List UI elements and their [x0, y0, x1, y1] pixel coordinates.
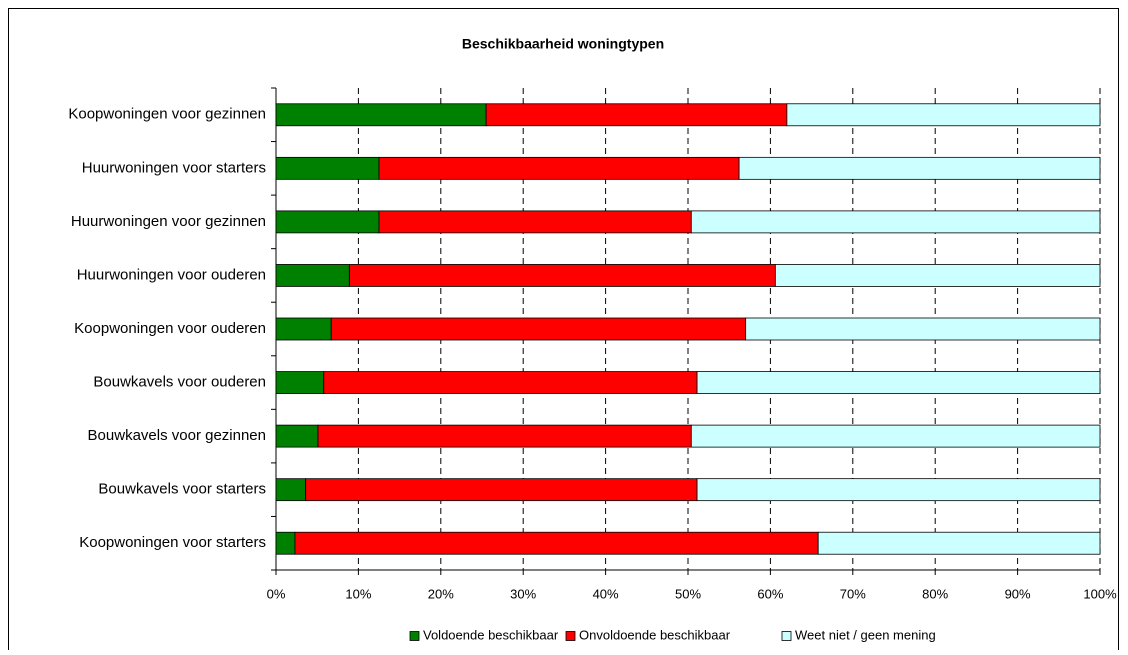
bar-segment: [690, 210, 1101, 234]
x-tick-label: 0%: [267, 586, 286, 601]
bar-segment: [745, 317, 1101, 341]
y-tick-label: Bouwkavels voor gezinnen: [88, 427, 266, 444]
bar-segment: [378, 156, 740, 180]
x-tick-label: 40%: [593, 586, 619, 601]
bar-segment: [275, 371, 325, 394]
x-tick-label: 80%: [922, 586, 948, 601]
y-tick-label: Huurwoningen voor ouderen: [77, 266, 266, 283]
bar-segment: [305, 478, 698, 502]
x-tick-label: 70%: [840, 586, 866, 601]
bar-segment: [696, 478, 1101, 502]
bar-segment: [378, 210, 692, 234]
x-tick-label: 10%: [345, 586, 371, 601]
bar-segment: [275, 210, 380, 234]
legend-swatch: [409, 631, 420, 641]
bar-segment: [317, 424, 692, 448]
x-tick-label: 100%: [1083, 586, 1117, 601]
x-tick-label: 30%: [510, 586, 536, 601]
y-tick-label: Bouwkavels voor ouderen: [93, 374, 266, 391]
bar-segment: [275, 478, 307, 502]
bar-segment: [485, 103, 788, 127]
legend-swatch: [565, 631, 576, 641]
bar-segment: [275, 424, 319, 448]
bar-segment: [774, 264, 1101, 287]
bar-segment: [738, 156, 1101, 180]
bar-segment: [275, 531, 296, 555]
bar-segment: [817, 531, 1101, 555]
bar-segment: [330, 317, 747, 341]
bar-segment: [294, 531, 819, 555]
y-tick-label: Huurwoningen voor starters: [82, 159, 266, 176]
bar-segment: [696, 371, 1101, 394]
bar-segment: [275, 103, 487, 127]
x-tick-label: 60%: [757, 586, 783, 601]
x-tick-label: 50%: [675, 586, 701, 601]
y-tick-label: Huurwoningen voor gezinnen: [71, 213, 266, 230]
legend-label: Voldoende beschikbaar: [423, 627, 559, 642]
bar-segment: [690, 424, 1101, 448]
legend-label: Onvoldoende beschikbaar: [579, 627, 731, 642]
x-tick-label: 20%: [428, 586, 454, 601]
legend-swatch: [781, 631, 792, 641]
bar-segment: [275, 156, 380, 180]
y-tick-label: Bouwkavels voor starters: [98, 481, 266, 498]
bar-segment: [275, 264, 350, 287]
x-tick-label: 90%: [1005, 586, 1031, 601]
y-tick-label: Koopwoningen voor starters: [79, 534, 266, 551]
bar-segment: [786, 103, 1101, 127]
bar-segment: [275, 317, 332, 341]
bar-segment: [323, 371, 698, 394]
y-tick-label: Koopwoningen voor gezinnen: [68, 106, 266, 123]
y-tick-label: Koopwoningen voor ouderen: [74, 320, 266, 337]
legend-label: Weet niet / geen mening: [795, 627, 936, 642]
chart-title: Beschikbaarheid woningtypen: [462, 36, 664, 52]
bar-segment: [348, 264, 776, 287]
